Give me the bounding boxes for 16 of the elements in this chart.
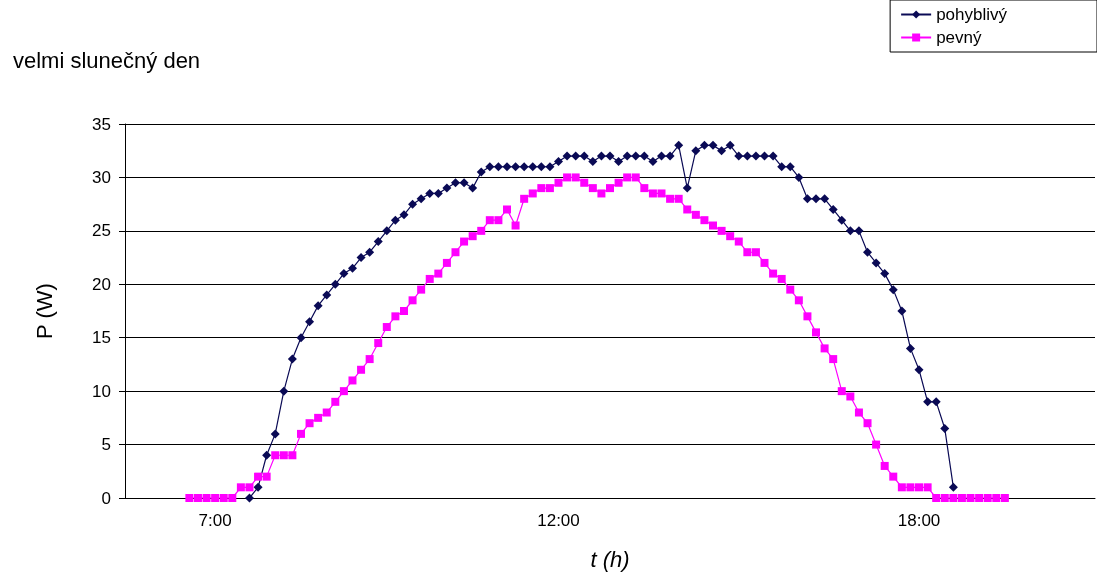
x-tick-label: 18:00 [897, 511, 941, 530]
y-tick-label: 10 [92, 381, 111, 401]
y-tick-label: 20 [92, 274, 111, 294]
x-tick-label: 7:00 [198, 511, 232, 530]
y-tick-label: 30 [92, 167, 111, 187]
y-tick-label: 35 [92, 114, 111, 134]
x-tick-label: 12:00 [537, 511, 580, 530]
y-tick-label: 5 [101, 435, 111, 455]
legend-label: pohyblivý [936, 5, 1008, 24]
legend-label: pevný [936, 28, 982, 47]
chart-title: velmi slunečný den [13, 47, 201, 73]
y-tick-label: 15 [92, 328, 111, 348]
y-tick-label: 0 [101, 488, 111, 508]
x-axis-title: t (h) [590, 546, 630, 572]
y-tick-label: 25 [92, 221, 111, 241]
y-axis-title: P (W) [31, 283, 57, 339]
